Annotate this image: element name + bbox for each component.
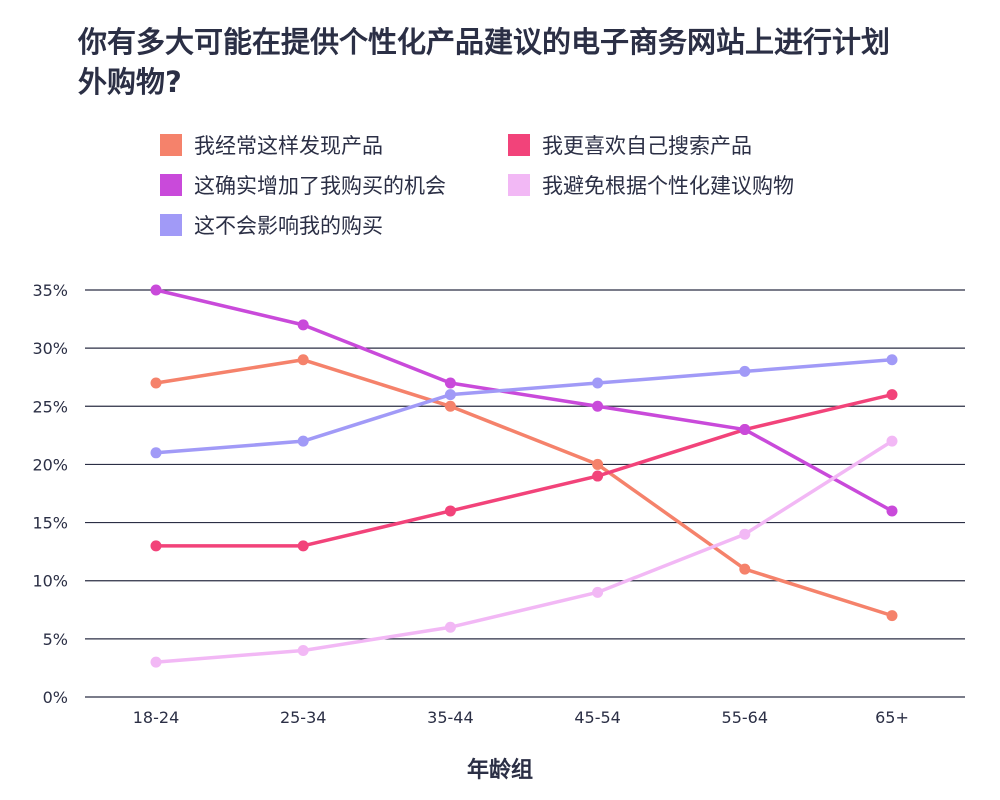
x-tick-label: 55-64 [722, 708, 769, 727]
series-line-2 [154, 288, 894, 513]
chart-title: 你有多大可能在提供个性化产品建议的电子商务网站上进行计划外购物? [78, 25, 891, 99]
data-point-s0-3 [592, 458, 604, 470]
data-point-s1-3 [592, 470, 604, 482]
y-tick-label: 25% [32, 397, 68, 416]
x-axis-title: 年龄组 [466, 758, 533, 783]
legend-swatch-1 [508, 134, 530, 156]
legend-swatch-2 [160, 174, 182, 196]
data-point-s0-1 [297, 354, 309, 366]
data-point-s0-5 [886, 610, 898, 622]
series-line-0 [154, 358, 894, 618]
legend-label-1: 我更喜欢自己搜索产品 [542, 134, 752, 158]
y-tick-label: 0% [43, 688, 68, 707]
legend-swatch-4 [160, 214, 182, 236]
data-point-s3-5 [886, 435, 898, 447]
data-point-s2-5 [886, 505, 898, 517]
legend-item-4: 这不会影响我的购买 [160, 210, 383, 240]
data-point-s3-1 [297, 644, 309, 656]
data-point-s4-1 [297, 435, 309, 447]
x-tick-label: 18-24 [133, 708, 180, 727]
legend-swatch-0 [160, 134, 182, 156]
data-point-s4-4 [739, 365, 751, 377]
y-tick-label: 20% [32, 455, 68, 474]
data-point-s2-0 [150, 284, 162, 296]
data-point-s1-5 [886, 389, 898, 401]
legend-label-2: 这确实增加了我购买的机会 [194, 174, 446, 198]
data-point-s2-4 [739, 424, 751, 436]
data-point-s4-5 [886, 354, 898, 366]
legend-label-4: 这不会影响我的购买 [194, 214, 383, 238]
y-tick-label: 30% [32, 339, 68, 358]
y-tick-label: 15% [32, 514, 68, 533]
x-tick-label: 35-44 [427, 708, 474, 727]
data-point-s3-4 [739, 528, 751, 540]
data-point-s3-3 [592, 586, 604, 598]
data-point-s0-0 [150, 377, 162, 389]
series-line-1 [154, 392, 894, 548]
data-point-s2-3 [592, 400, 604, 412]
data-point-s4-3 [592, 377, 604, 389]
data-point-s2-2 [444, 377, 456, 389]
data-point-s1-2 [444, 505, 456, 517]
x-tick-label: 65+ [875, 708, 909, 727]
data-point-s1-1 [297, 540, 309, 552]
data-point-s3-2 [444, 621, 456, 633]
y-tick-label: 5% [43, 630, 68, 649]
y-tick-label: 10% [32, 572, 68, 591]
data-point-s4-0 [150, 447, 162, 459]
legend-item-3: 我避免根据个性化建议购物 [508, 170, 794, 200]
y-tick-label: 35% [32, 281, 68, 300]
data-point-s0-2 [444, 400, 456, 412]
legend-label-0: 我经常这样发现产品 [194, 134, 383, 158]
data-point-s4-2 [444, 389, 456, 401]
data-point-s0-4 [739, 563, 751, 575]
legend-swatch-3 [508, 174, 530, 196]
x-tick-label: 45-54 [574, 708, 621, 727]
legend-item-2: 这确实增加了我购买的机会 [160, 170, 446, 200]
legend-label-3: 我避免根据个性化建议购物 [542, 174, 794, 198]
series-line-4 [154, 358, 894, 455]
series-line-3 [154, 439, 894, 664]
data-point-s2-1 [297, 319, 309, 331]
legend: 我经常这样发现产品 我更喜欢自己搜索产品 这确实增加了我购买的机会 我避免根据个… [160, 128, 880, 248]
x-tick-label: 25-34 [280, 708, 327, 727]
data-point-s1-0 [150, 540, 162, 552]
legend-item-0: 我经常这样发现产品 [160, 130, 383, 160]
data-point-s3-0 [150, 656, 162, 668]
legend-item-1: 我更喜欢自己搜索产品 [508, 130, 752, 160]
